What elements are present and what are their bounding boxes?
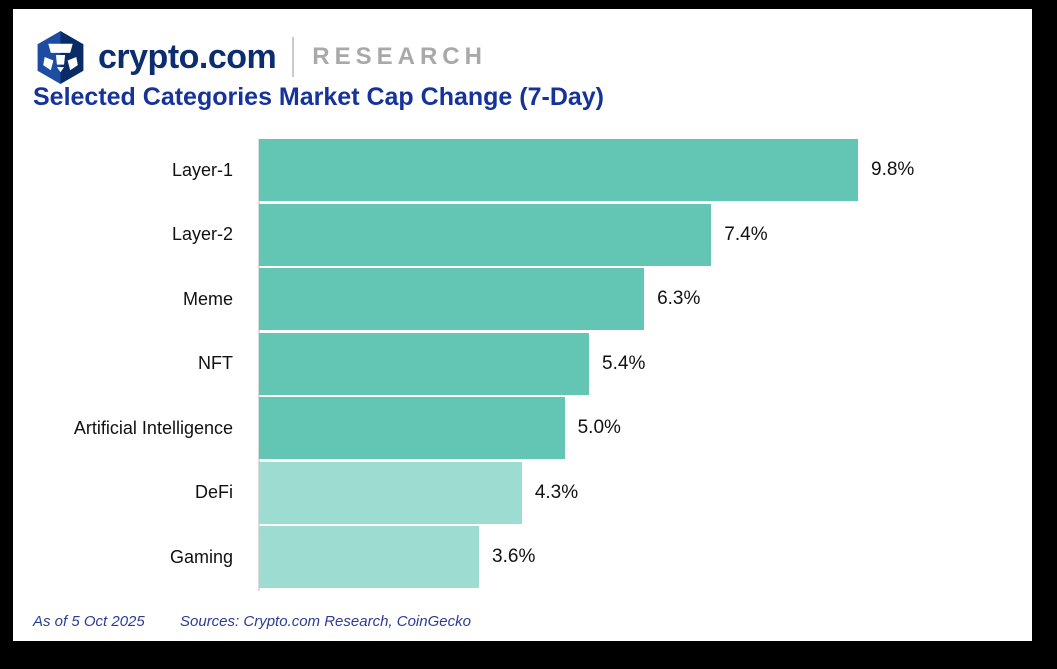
as-of-date: As of 5 Oct 2025	[33, 613, 145, 630]
bar-track: 3.6%	[259, 526, 1032, 588]
bar-value-label: 5.4%	[602, 352, 646, 374]
bar	[259, 526, 480, 588]
bar	[259, 332, 590, 395]
bar-value-label: 9.8%	[871, 159, 915, 180]
bar-track: 5.0%	[259, 397, 1032, 459]
brand-divider	[292, 37, 295, 77]
chart-row: Layer-2 7.4%	[13, 203, 1032, 266]
bar	[259, 461, 522, 524]
bar	[259, 268, 645, 330]
bar-track: 6.3%	[259, 268, 1032, 330]
category-label: Meme	[182, 288, 233, 309]
chart-row: NFT 5.4%	[13, 332, 1032, 395]
category-label: Layer-1	[171, 159, 233, 180]
chart-row: Layer-1 9.8%	[13, 139, 1032, 201]
crypto-com-logo-icon	[33, 30, 88, 85]
category-label: Layer-2	[171, 224, 233, 244]
bar-chart: Layer-1 9.8% Layer-2 7.4% Meme 6.3% NFT 5.4% Art…	[13, 139, 1032, 591]
sources-note: Sources: Crypto.com Research, CoinGecko	[180, 613, 471, 630]
chart-row: Meme 6.3%	[13, 268, 1032, 330]
bar-track: 4.3%	[259, 461, 1032, 524]
bar-track: 9.8%	[259, 139, 1032, 201]
category-label: DeFi	[194, 482, 233, 502]
bar-value-label: 3.6%	[492, 546, 536, 567]
category-label: Artificial Intelligence	[73, 417, 233, 438]
bar	[259, 203, 712, 266]
bar-value-label: 6.3%	[657, 288, 701, 309]
brand-research-label: RESEARCH	[312, 43, 487, 70]
chart-title: Selected Categories Market Cap Change (7…	[33, 83, 605, 111]
chart-row: DeFi 4.3%	[13, 461, 1032, 524]
bar	[259, 397, 565, 459]
chart-row: Gaming 3.6%	[13, 526, 1032, 588]
bar	[259, 139, 858, 201]
bar-value-label: 5.0%	[577, 417, 621, 438]
bar-track: 5.4%	[259, 332, 1032, 395]
brand-header: crypto.com RESEARCH	[33, 29, 487, 85]
report-card: crypto.com RESEARCH Selected Categories …	[13, 9, 1032, 641]
category-label: Gaming	[169, 546, 233, 567]
brand-wordmark: crypto.com	[98, 38, 277, 76]
bar-value-label: 7.4%	[724, 223, 768, 245]
bar-value-label: 4.3%	[534, 481, 579, 503]
bar-track: 7.4%	[259, 203, 1032, 266]
chart-row: Artificial Intelligence 5.0%	[13, 397, 1032, 459]
category-label: NFT	[198, 353, 233, 373]
